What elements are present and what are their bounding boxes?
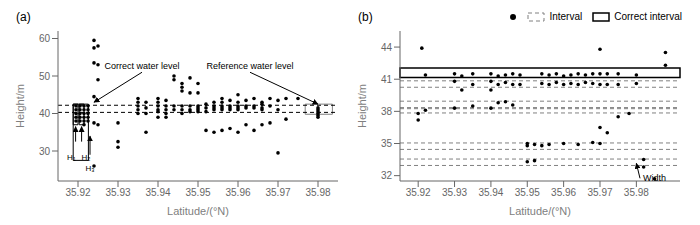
html-text:(a): (a) [16, 9, 31, 24]
svg-text:38: 38 [381, 106, 393, 117]
svg-text:35.98: 35.98 [305, 187, 330, 198]
svg-text:30: 30 [39, 146, 51, 157]
svg-text:32: 32 [381, 170, 393, 181]
svg-text:Latitude/(°N): Latitude/(°N) [509, 205, 571, 217]
svg-text:H₁: H₁ [67, 153, 76, 162]
html-text:Correct interval: Correct interval [614, 11, 682, 22]
svg-text:35.92: 35.92 [65, 187, 90, 198]
svg-text:35.93: 35.93 [105, 187, 130, 198]
svg-text:Height/m: Height/m [356, 84, 368, 128]
svg-text:35.95: 35.95 [185, 187, 210, 198]
svg-text:35.92: 35.92 [406, 187, 431, 198]
svg-text:H₃: H₃ [85, 164, 94, 173]
svg-text:35.93: 35.93 [442, 187, 467, 198]
html-text:(b): (b) [358, 9, 373, 24]
svg-text:35.95: 35.95 [515, 187, 540, 198]
svg-text:60: 60 [39, 33, 51, 44]
svg-text:Correct water level: Correct water level [104, 61, 179, 71]
svg-text:Reference water level: Reference water level [206, 61, 293, 71]
svg-text:40: 40 [39, 108, 51, 119]
svg-text:35.98: 35.98 [624, 187, 649, 198]
svg-text:Height/m: Height/m [14, 84, 26, 128]
svg-text:35.96: 35.96 [225, 187, 250, 198]
svg-text:35.97: 35.97 [265, 187, 290, 198]
svg-text:44: 44 [381, 42, 393, 53]
svg-text:35.97: 35.97 [587, 187, 612, 198]
html-text:Interval: Interval [549, 11, 583, 22]
svg-text:35.94: 35.94 [145, 187, 170, 198]
svg-text:H₂: H₂ [82, 153, 91, 162]
svg-text:Latitude/(°N): Latitude/(°N) [167, 205, 229, 217]
svg-text:41: 41 [381, 74, 393, 85]
svg-text:35.94: 35.94 [478, 187, 503, 198]
svg-text:35.96: 35.96 [551, 187, 576, 198]
svg-text:35: 35 [381, 138, 393, 149]
svg-text:50: 50 [39, 71, 51, 82]
svg-text:Width: Width [643, 173, 666, 183]
